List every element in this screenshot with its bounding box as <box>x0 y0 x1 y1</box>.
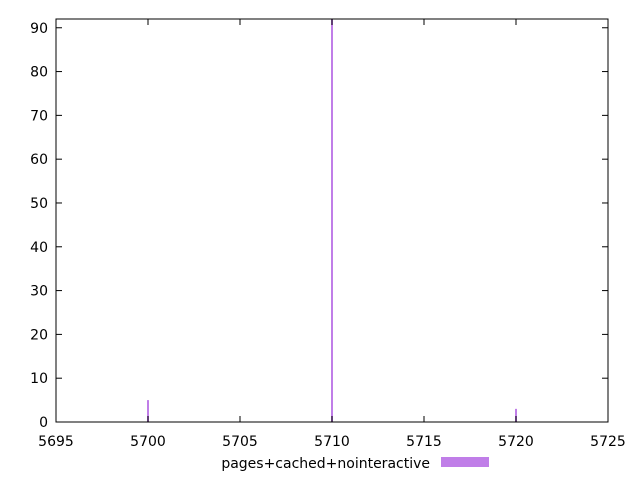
y-tick-label-30: 30 <box>30 284 48 300</box>
axes-layer: 0 10 20 30 40 50 60 70 80 90 5695 5700 5705 5710 5715 5… <box>30 18 626 450</box>
bar-5700 <box>147 400 149 422</box>
y-tick-label-50: 50 <box>30 196 48 212</box>
y-tick-label-90: 90 <box>30 21 48 37</box>
bars-layer <box>147 19 517 422</box>
x-tick-label-5710: 5710 <box>314 434 350 450</box>
x-tick-label-5700: 5700 <box>130 434 166 450</box>
bar-5720 <box>515 408 517 422</box>
y-tick-label-10: 10 <box>30 371 48 387</box>
x-tick-label-5725: 5725 <box>590 434 626 450</box>
y-tick-label-60: 60 <box>30 152 48 168</box>
y-tick-label-40: 40 <box>30 240 48 256</box>
legend-label: pages+cached+nointeractive <box>221 456 430 472</box>
x-tick-label-5715: 5715 <box>406 434 442 450</box>
y-tick-label-80: 80 <box>30 65 48 81</box>
y-tick-label-70: 70 <box>30 108 48 124</box>
legend-swatch <box>441 457 489 467</box>
y-tick-label-20: 20 <box>30 327 48 343</box>
x-tick-label-5695: 5695 <box>38 434 74 450</box>
bar-5710 <box>331 19 333 422</box>
x-tick-label-5705: 5705 <box>222 434 258 450</box>
y-tick-label-0: 0 <box>39 415 48 431</box>
x-tick-label-5720: 5720 <box>498 434 534 450</box>
legend: pages+cached+nointeractive <box>221 456 489 472</box>
